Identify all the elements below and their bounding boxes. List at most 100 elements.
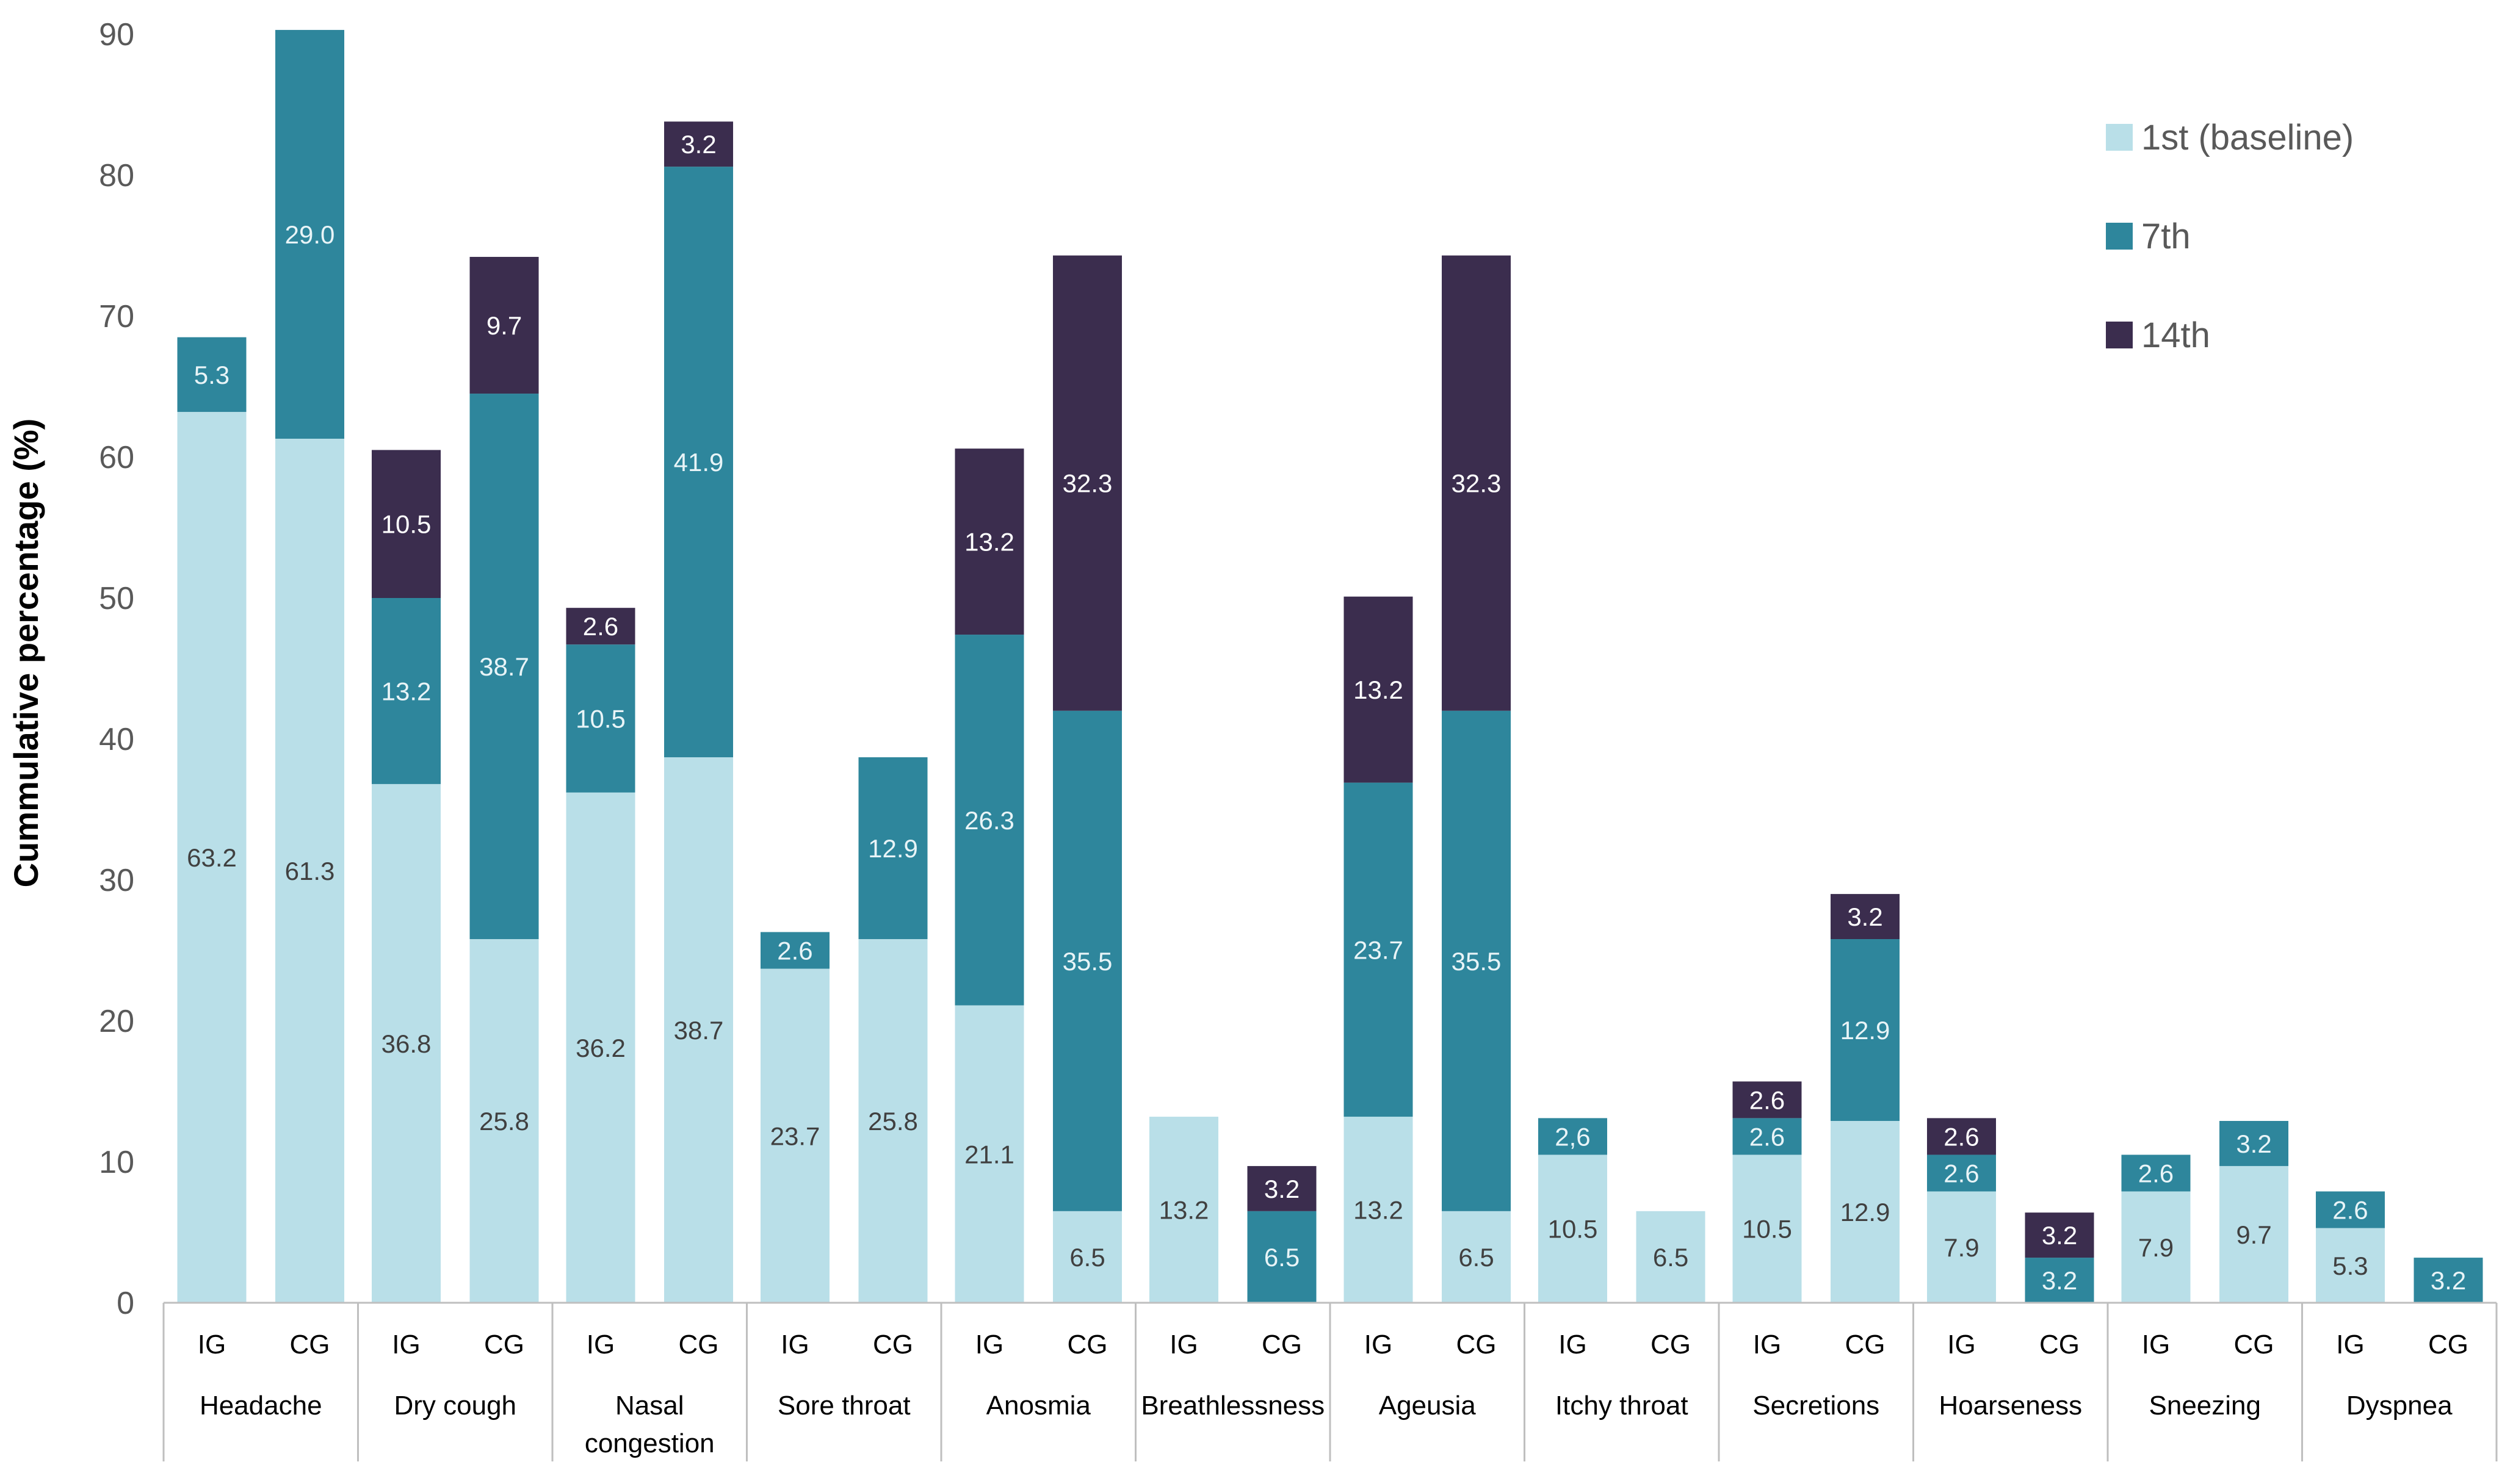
bar-segment	[469, 256, 539, 394]
data-label: 3.2	[1847, 902, 1882, 931]
x-group-label: CG	[2428, 1330, 2468, 1360]
x-group-label: CG	[290, 1330, 330, 1360]
x-group-label: IG	[2142, 1330, 2170, 1360]
bar-segment	[2315, 1228, 2385, 1303]
x-category-label: Hoarseness	[1939, 1391, 2082, 1421]
bar-segment	[566, 644, 635, 793]
bar-segment	[2315, 1191, 2385, 1228]
bar-segment	[275, 30, 345, 439]
data-label: 3.2	[1264, 1175, 1300, 1203]
data-label: 12.9	[1840, 1016, 1890, 1045]
bar-segment	[1053, 255, 1123, 711]
data-label: 36.8	[381, 1029, 432, 1058]
bar-segment	[1831, 939, 1900, 1122]
x-group-label: CG	[2039, 1330, 2080, 1360]
x-group-label: CG	[1456, 1330, 1497, 1360]
y-tick-label: 10	[99, 1145, 134, 1180]
bar-segment	[1732, 1118, 1802, 1155]
x-category-label-line: Headache	[200, 1391, 322, 1421]
bar-segment	[858, 939, 928, 1303]
bar-segment	[955, 1005, 1024, 1303]
x-group-label: IG	[198, 1330, 226, 1360]
bar-segment	[2219, 1121, 2289, 1166]
y-axis: 0 10 20 30 40 50 60 70 80 90	[99, 17, 134, 1321]
bar-segment	[760, 932, 830, 969]
bar-segment	[1636, 1211, 1705, 1303]
x-group-label: CG	[679, 1330, 719, 1360]
data-label: 29.0	[285, 220, 335, 249]
bar-segment	[177, 412, 247, 1303]
x-group-label: CG	[1262, 1330, 1302, 1360]
x-category-label: Dyspnea	[2346, 1391, 2453, 1421]
y-tick-label: 60	[99, 440, 134, 475]
x-category-label-line: Nasal	[615, 1391, 684, 1421]
legend-swatch	[2106, 124, 2133, 151]
bar-segment	[566, 608, 635, 645]
data-label: 7.9	[2138, 1233, 2174, 1262]
y-tick-label: 30	[99, 863, 134, 898]
data-label: 38.7	[479, 652, 529, 681]
y-tick-label: 50	[99, 581, 134, 616]
data-label: 2.6	[1944, 1122, 1979, 1151]
bar-segment	[469, 394, 539, 940]
bar-segment	[1053, 710, 1123, 1211]
bar-segment	[760, 968, 830, 1303]
x-category-label-line: Secretions	[1752, 1391, 1879, 1421]
data-label: 3.2	[2236, 1129, 2271, 1158]
data-label: 26.3	[964, 806, 1014, 835]
data-label: 2,6	[1555, 1122, 1590, 1151]
bar-segment	[664, 757, 734, 1303]
bar-segment	[371, 783, 441, 1303]
bar-segment	[1442, 1211, 1511, 1303]
x-category-label-line: congestion	[585, 1428, 715, 1458]
x-group-label: CG	[1845, 1330, 1886, 1360]
data-label: 2.6	[1749, 1086, 1785, 1114]
x-group-label: IG	[975, 1330, 1003, 1360]
bar-segment	[664, 121, 734, 167]
x-category-label: Sneezing	[2149, 1391, 2261, 1421]
data-label: 10.5	[1742, 1215, 1792, 1244]
data-label: 10.5	[576, 705, 626, 733]
x-group-label: CG	[873, 1330, 913, 1360]
data-label: 12.9	[1840, 1198, 1890, 1226]
x-category-label: Headache	[200, 1391, 322, 1421]
x-category-label-line: Sneezing	[2149, 1391, 2261, 1421]
data-label: 21.1	[964, 1140, 1014, 1169]
x-group-label: IG	[2336, 1330, 2364, 1360]
data-label: 35.5	[1452, 947, 1502, 976]
bar-segment	[1926, 1154, 1996, 1192]
data-label: 3.2	[681, 130, 716, 159]
bar-segment	[1732, 1081, 1802, 1118]
bar-segment	[1149, 1117, 1218, 1303]
x-group-label: IG	[1364, 1330, 1392, 1360]
bar-segment	[275, 438, 345, 1303]
bar-segment	[1831, 1121, 1900, 1303]
data-label: 2.6	[1944, 1159, 1979, 1187]
bar-segment	[1926, 1118, 1996, 1155]
data-label: 63.2	[187, 843, 237, 872]
data-label: 5.3	[2332, 1252, 2368, 1280]
bar-segment	[1053, 1211, 1123, 1303]
x-category-label: Secretions	[1752, 1391, 1879, 1421]
bar-segment	[1343, 782, 1413, 1117]
bar-segment	[177, 337, 247, 412]
x-group-label: IG	[781, 1330, 809, 1360]
bar-segment	[469, 939, 539, 1303]
data-label: 13.2	[1159, 1196, 1209, 1225]
data-label: 10.5	[1548, 1215, 1598, 1244]
bar-segment	[664, 167, 734, 758]
x-category-label: Breathlessness	[1141, 1391, 1325, 1421]
data-label: 10.5	[381, 510, 432, 539]
data-label: 6.5	[1069, 1243, 1105, 1272]
data-label: 6.5	[1653, 1243, 1688, 1272]
x-category-label-line: Ageusia	[1379, 1391, 1477, 1421]
x-group-label: IG	[1170, 1330, 1198, 1360]
x-category-label-line: Dyspnea	[2346, 1391, 2453, 1421]
y-axis-title: Cummulative percentage (%)	[7, 419, 45, 888]
x-group-label: CG	[2234, 1330, 2274, 1360]
data-label: 12.9	[868, 834, 918, 863]
data-label: 38.7	[674, 1016, 724, 1045]
bar-segment	[1442, 710, 1511, 1211]
y-tick-label: 0	[117, 1286, 134, 1321]
data-label: 32.3	[1063, 469, 1113, 498]
